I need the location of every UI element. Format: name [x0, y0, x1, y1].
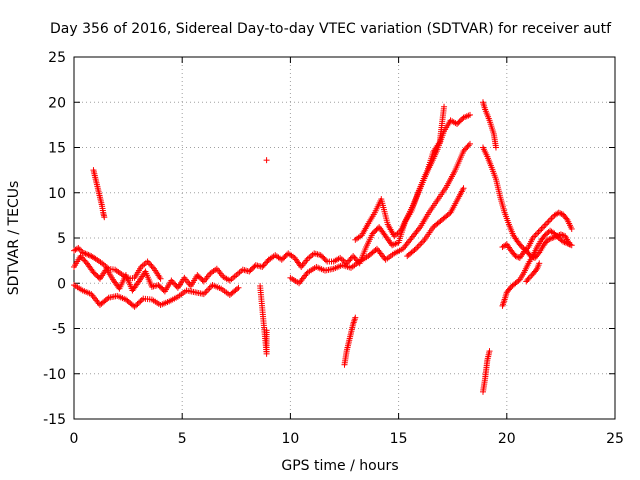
- y-axis-title: SDTVAR / TECUs: [6, 181, 22, 296]
- series-lower-band-mid: [404, 185, 467, 260]
- y-tick-label: 25: [48, 50, 66, 66]
- series-late-cluster: [499, 209, 575, 261]
- y-tick-labels: -15 -10 -5 0 5 10 15 20 25: [43, 50, 66, 428]
- x-tick-label: 0: [70, 431, 79, 447]
- series-late-lower: [523, 260, 543, 285]
- y-tick-label: 0: [57, 276, 66, 292]
- y-tick-label: 10: [48, 186, 66, 202]
- x-tick-label: 5: [178, 431, 187, 447]
- series-spike-9h: [263, 157, 270, 164]
- x-axis-title: GPS time / hours: [281, 458, 398, 474]
- series-spike-1h: [90, 167, 108, 221]
- series-lower-band-early: [71, 282, 242, 310]
- y-tick-label: -15: [43, 412, 66, 428]
- series-late-descent: [479, 144, 573, 261]
- series-late-upper: [479, 99, 499, 151]
- axis-ticks: [73, 56, 616, 420]
- y-tick-label: -5: [52, 322, 66, 338]
- x-tick-label: 25: [606, 431, 624, 447]
- x-tick-label: 15: [390, 431, 408, 447]
- y-tick-label: 20: [48, 95, 66, 111]
- series-mid-lower-band: [287, 140, 474, 287]
- series-outliers-9h: [257, 282, 270, 357]
- series-mid-upper-band: [352, 103, 448, 243]
- chart-title: Day 356 of 2016, Sidereal Day-to-day VTE…: [50, 21, 612, 37]
- x-tick-labels: 0 5 10 15 20 25: [70, 431, 624, 447]
- series-upper-band-early: [71, 244, 164, 282]
- x-tick-label: 10: [281, 431, 299, 447]
- x-tick-label: 20: [498, 431, 516, 447]
- series-main-trace-early: [71, 253, 272, 295]
- series-dip-19h: [479, 348, 493, 395]
- series-late-rise: [499, 227, 575, 309]
- y-tick-label: -10: [43, 367, 66, 383]
- y-tick-label: 15: [48, 141, 66, 157]
- y-tick-label: 5: [57, 231, 66, 247]
- series-dip-12h: [341, 314, 359, 368]
- data-points: [71, 99, 575, 395]
